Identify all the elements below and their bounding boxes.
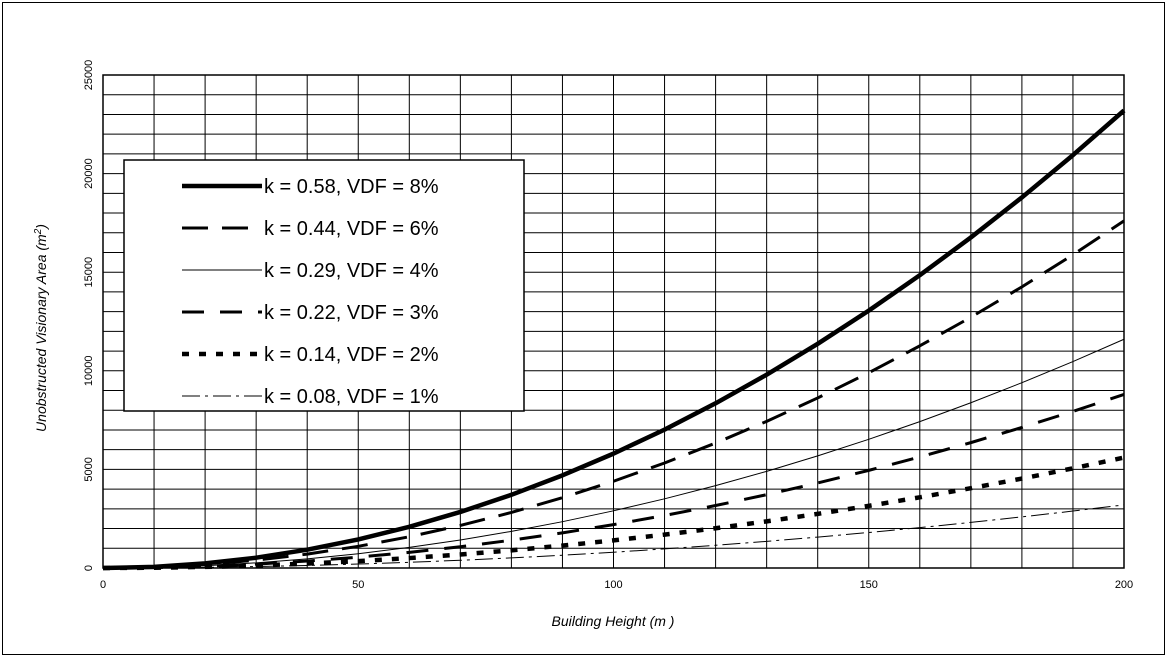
legend-label-5: k = 0.14, VDF = 2% [264,344,439,366]
y-axis-label: Unobstructed Visionary Area (m2) [33,224,50,432]
y-tick-label: 0 [83,565,95,571]
y-tick-label: 15000 [83,257,95,288]
series-layer [102,108,1126,571]
series-line-2 [102,219,1125,570]
y-tick-label: 20000 [83,158,95,189]
legend-label-2: k = 0.44, VDF = 6% [264,218,439,240]
y-axis-label-main: Unobstructed Visionary Area (m [33,234,49,432]
y-tick-label: 25000 [83,60,95,91]
series-line-3 [102,338,1125,569]
series-line-1 [102,108,1126,571]
legend: k = 0.58, VDF = 8% k = 0.44, VDF = 6% k = … [123,159,525,412]
legend-label-1: k = 0.58, VDF = 8% [264,176,439,198]
x-tick-label: 200 [1115,579,1133,591]
series-line-6 [102,504,1125,569]
y-axis-label-close: ) [33,224,49,231]
legend-label-4: k = 0.22, VDF = 3% [264,302,439,324]
x-tick-label: 150 [860,579,878,591]
legend-label-6: k = 0.08, VDF = 1% [264,386,439,408]
legend-label-3: k = 0.29, VDF = 4% [264,260,439,282]
y-tick-label: 10000 [83,356,95,387]
x-axis-label: Building Height (m ) [552,613,675,629]
plot-area [102,74,1125,569]
x-tick-label: 100 [604,579,622,591]
x-tick-label: 0 [100,579,106,591]
y-axis-label-sup: 2 [33,228,44,235]
x-tick-label: 50 [352,579,364,591]
legend-box [123,159,525,412]
grid [103,75,1124,568]
series-line-5 [102,455,1125,571]
y-tick-label: 5000 [83,457,95,481]
tick-labels: 0 50 100 150 200 0 5000 10000 15000 20000 25000 [83,60,1133,591]
